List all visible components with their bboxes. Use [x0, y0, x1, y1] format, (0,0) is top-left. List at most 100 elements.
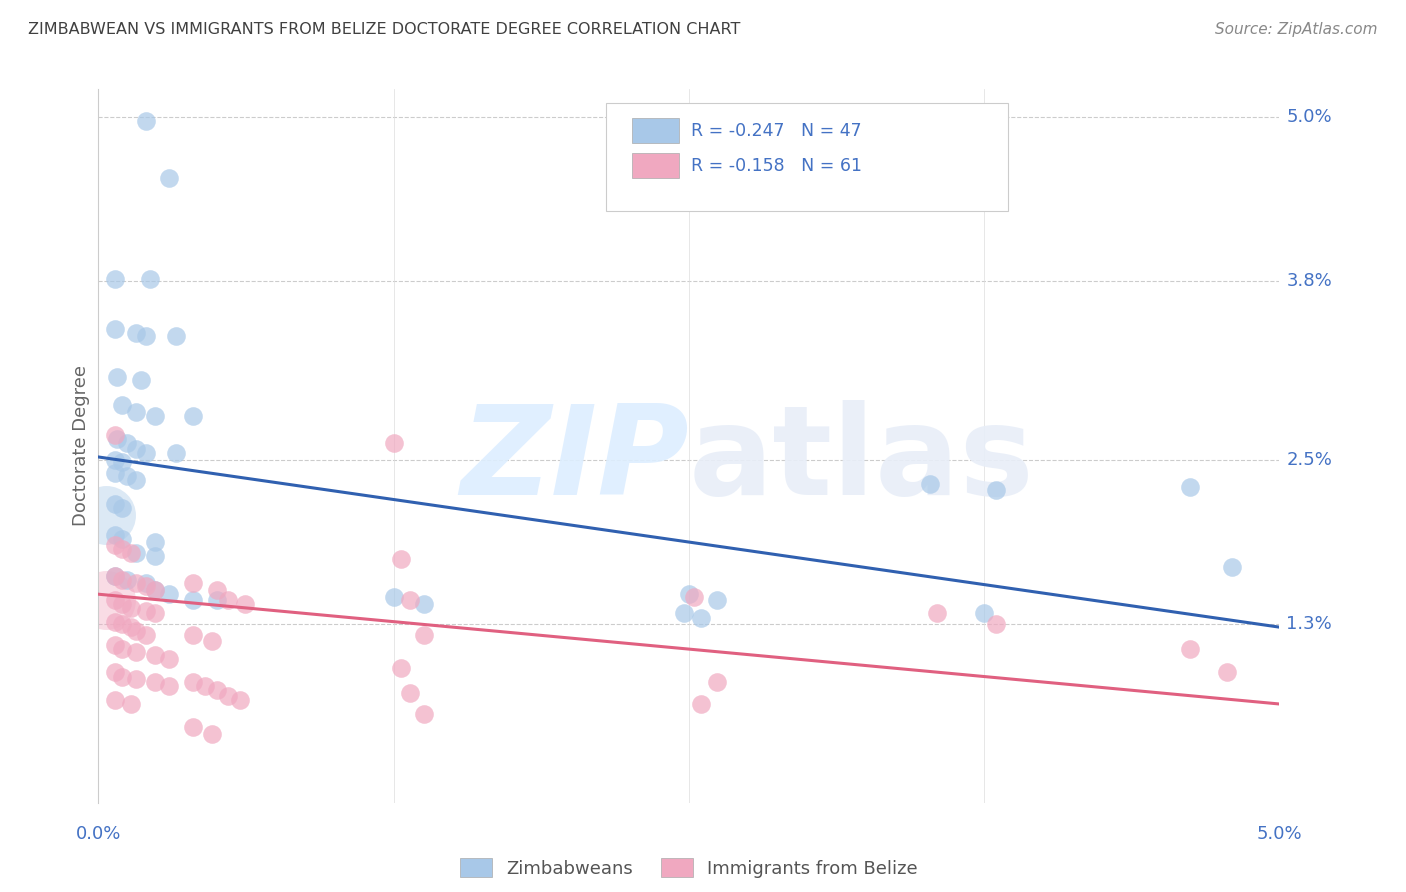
- Point: [104, 322, 127, 336]
- Point: [925, 607, 948, 621]
- Point: [706, 675, 728, 690]
- Point: [984, 617, 1007, 632]
- Text: 3.8%: 3.8%: [1286, 272, 1333, 290]
- Point: [125, 546, 148, 560]
- Point: [389, 661, 412, 675]
- Point: [165, 446, 187, 460]
- Point: [399, 592, 422, 607]
- Point: [115, 436, 138, 450]
- Point: [413, 628, 436, 642]
- Point: [111, 617, 134, 632]
- Point: [143, 583, 166, 598]
- Point: [135, 628, 157, 642]
- Point: [115, 469, 138, 483]
- Point: [115, 574, 138, 588]
- Legend: Zimbabweans, Immigrants from Belize: Zimbabweans, Immigrants from Belize: [451, 849, 927, 887]
- Text: ZIP: ZIP: [460, 400, 689, 521]
- Point: [706, 592, 728, 607]
- Point: [205, 592, 228, 607]
- Point: [673, 607, 696, 621]
- Point: [104, 665, 127, 680]
- Point: [233, 597, 256, 611]
- Point: [135, 113, 157, 128]
- Point: [111, 533, 134, 547]
- Point: [181, 720, 204, 734]
- Point: [984, 483, 1007, 497]
- Point: [201, 727, 224, 741]
- Point: [413, 597, 436, 611]
- Point: [125, 624, 148, 639]
- Point: [201, 633, 224, 648]
- Point: [111, 669, 134, 683]
- Point: [104, 592, 127, 607]
- Point: [125, 326, 148, 341]
- Point: [143, 409, 166, 423]
- Point: [143, 648, 166, 662]
- Point: [1178, 480, 1201, 494]
- Text: R = -0.247   N = 47: R = -0.247 N = 47: [692, 121, 862, 139]
- Point: [143, 549, 166, 563]
- Point: [143, 675, 166, 690]
- Point: [135, 579, 157, 593]
- Text: R = -0.158   N = 61: R = -0.158 N = 61: [692, 157, 862, 175]
- Point: [229, 693, 252, 707]
- Point: [111, 574, 134, 588]
- Point: [111, 541, 134, 556]
- Point: [181, 576, 204, 591]
- Point: [104, 693, 127, 707]
- Text: 1.3%: 1.3%: [1286, 615, 1333, 633]
- Bar: [633, 118, 679, 143]
- Point: [135, 446, 157, 460]
- Point: [104, 615, 127, 629]
- Point: [399, 686, 422, 700]
- Point: [121, 546, 143, 560]
- Point: [205, 683, 228, 698]
- Point: [135, 329, 157, 343]
- Point: [918, 477, 941, 491]
- Point: [143, 607, 166, 621]
- Point: [125, 473, 148, 487]
- Point: [1220, 559, 1243, 574]
- Point: [689, 610, 711, 624]
- Point: [104, 428, 127, 442]
- Point: [194, 679, 217, 693]
- Point: [689, 697, 711, 711]
- Point: [389, 551, 412, 566]
- Point: [157, 587, 180, 601]
- Point: [111, 500, 134, 515]
- Point: [157, 679, 180, 693]
- Point: [181, 628, 204, 642]
- Point: [104, 528, 127, 542]
- Point: [105, 370, 128, 384]
- Point: [111, 455, 134, 469]
- Point: [104, 569, 127, 583]
- Point: [382, 590, 405, 604]
- Point: [682, 590, 704, 604]
- Text: 0.0%: 0.0%: [76, 825, 121, 843]
- Point: [973, 607, 995, 621]
- FancyBboxPatch shape: [606, 103, 1008, 211]
- Point: [165, 329, 187, 343]
- Point: [104, 569, 127, 583]
- Point: [125, 405, 148, 419]
- Point: [104, 497, 127, 511]
- Point: [217, 689, 239, 703]
- Point: [157, 651, 180, 665]
- Point: [104, 467, 127, 481]
- Point: [104, 452, 127, 467]
- Point: [94, 592, 117, 607]
- Point: [121, 697, 143, 711]
- Bar: [633, 153, 679, 178]
- Point: [94, 508, 117, 522]
- Point: [143, 583, 166, 598]
- Point: [104, 271, 127, 285]
- Text: ZIMBABWEAN VS IMMIGRANTS FROM BELIZE DOCTORATE DEGREE CORRELATION CHART: ZIMBABWEAN VS IMMIGRANTS FROM BELIZE DOC…: [28, 22, 741, 37]
- Text: Source: ZipAtlas.com: Source: ZipAtlas.com: [1215, 22, 1378, 37]
- Point: [104, 638, 127, 652]
- Point: [205, 583, 228, 598]
- Point: [382, 436, 405, 450]
- Point: [121, 620, 143, 634]
- Point: [181, 592, 204, 607]
- Point: [217, 592, 239, 607]
- Point: [678, 587, 700, 601]
